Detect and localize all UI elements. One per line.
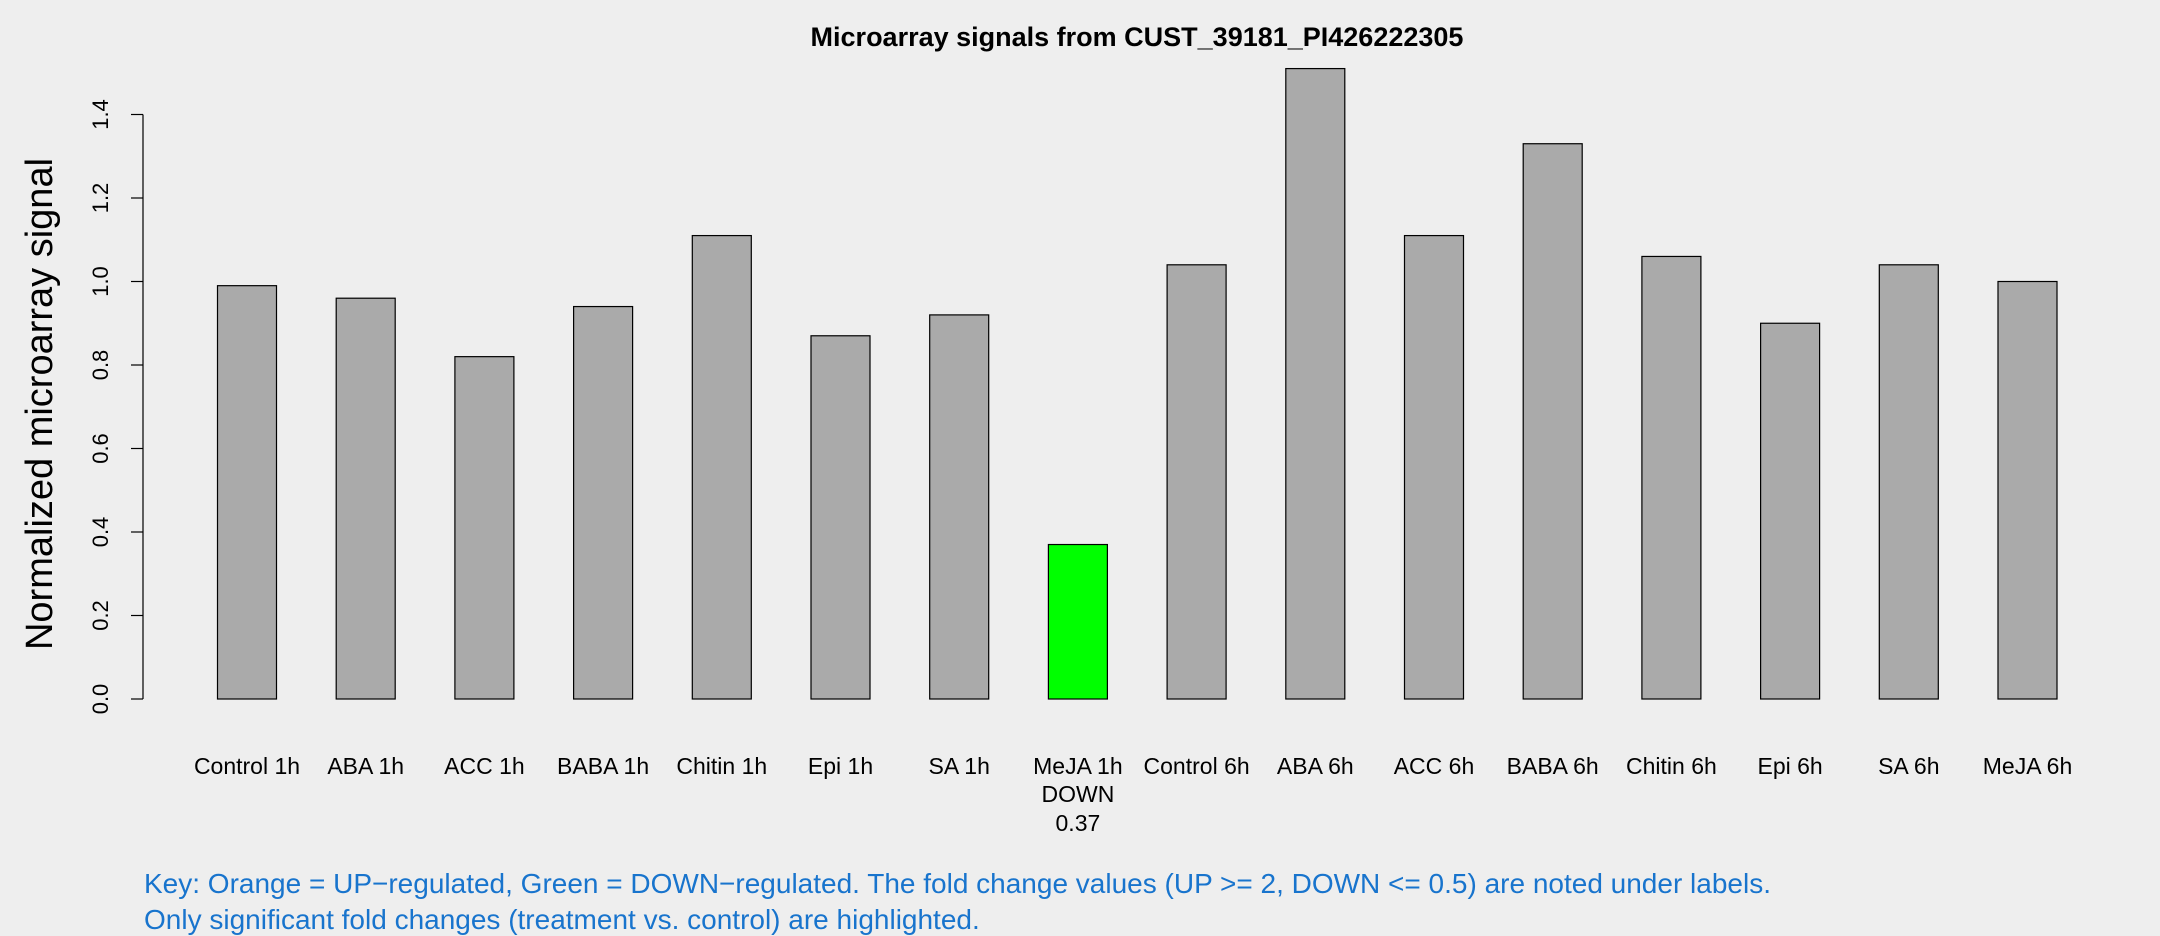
y-tick-label: 0.2 bbox=[88, 600, 113, 631]
y-tick-label: 1.4 bbox=[88, 99, 113, 130]
category-labels: Control 1h ABA 1h ACC 1h BABA 1h Chitin 1h Ep… bbox=[194, 753, 2072, 836]
category-label: MeJA 6h bbox=[1983, 753, 2073, 779]
bar-epi-6h bbox=[1759, 322, 1821, 700]
category-label: Epi 1h bbox=[808, 753, 873, 779]
bar-baba-6h bbox=[1522, 143, 1583, 700]
bar-control-1h bbox=[216, 285, 278, 700]
category-label: Control 6h bbox=[1144, 753, 1250, 779]
chart-title: Microarray signals from CUST_39181_PI426… bbox=[811, 22, 1464, 52]
bar-aba-6h bbox=[1285, 67, 1346, 700]
bar-aba-1h bbox=[335, 297, 396, 700]
y-tick-label: 0.8 bbox=[88, 350, 113, 381]
bar-chitin-6h bbox=[1641, 255, 1702, 700]
category-label: BABA 1h bbox=[557, 753, 649, 779]
y-tick-label: 1.2 bbox=[88, 183, 113, 214]
category-label: Control 1h bbox=[194, 753, 300, 779]
bars-group bbox=[216, 67, 2058, 700]
y-axis: 0.0 0.2 0.4 0.6 0.8 1.0 1.2 1.4 bbox=[88, 99, 144, 715]
bar-epi-1h bbox=[810, 335, 871, 700]
bar-sa-1h bbox=[929, 314, 990, 700]
category-label: SA 6h bbox=[1878, 753, 1939, 779]
bar-acc-1h bbox=[454, 356, 515, 700]
fold-change-label: 0.37 bbox=[1056, 810, 1101, 836]
category-label: Chitin 1h bbox=[676, 753, 767, 779]
y-tick-label: 1.0 bbox=[88, 266, 113, 297]
category-label: MeJA 1h bbox=[1033, 753, 1123, 779]
category-label: ABA 6h bbox=[1277, 753, 1354, 779]
bar-meja-1h bbox=[1047, 543, 1109, 700]
category-label: ACC 1h bbox=[444, 753, 525, 779]
bar-meja-6h bbox=[1997, 280, 2058, 700]
y-tick-label: 0.0 bbox=[88, 684, 113, 715]
key-line-2: Only significant fold changes (treatment… bbox=[144, 904, 980, 935]
category-label: SA 1h bbox=[929, 753, 990, 779]
fold-direction-label: DOWN bbox=[1041, 781, 1114, 807]
y-tick-label: 0.6 bbox=[88, 433, 113, 464]
category-label: BABA 6h bbox=[1507, 753, 1599, 779]
bar-control-6h bbox=[1166, 264, 1227, 700]
key-line-1: Key: Orange = UP−regulated, Green = DOWN… bbox=[144, 868, 1771, 899]
bar-chitin-1h bbox=[691, 234, 752, 700]
bar-baba-1h bbox=[572, 305, 634, 700]
y-axis-title: Normalized microarray signal bbox=[19, 158, 61, 650]
bar-acc-6h bbox=[1403, 234, 1465, 700]
category-label: Chitin 6h bbox=[1626, 753, 1717, 779]
bar-sa-6h bbox=[1878, 264, 1939, 700]
category-label: ACC 6h bbox=[1394, 753, 1475, 779]
y-tick-label: 0.4 bbox=[88, 517, 113, 548]
category-label: ABA 1h bbox=[327, 753, 404, 779]
category-label: Epi 6h bbox=[1757, 753, 1822, 779]
